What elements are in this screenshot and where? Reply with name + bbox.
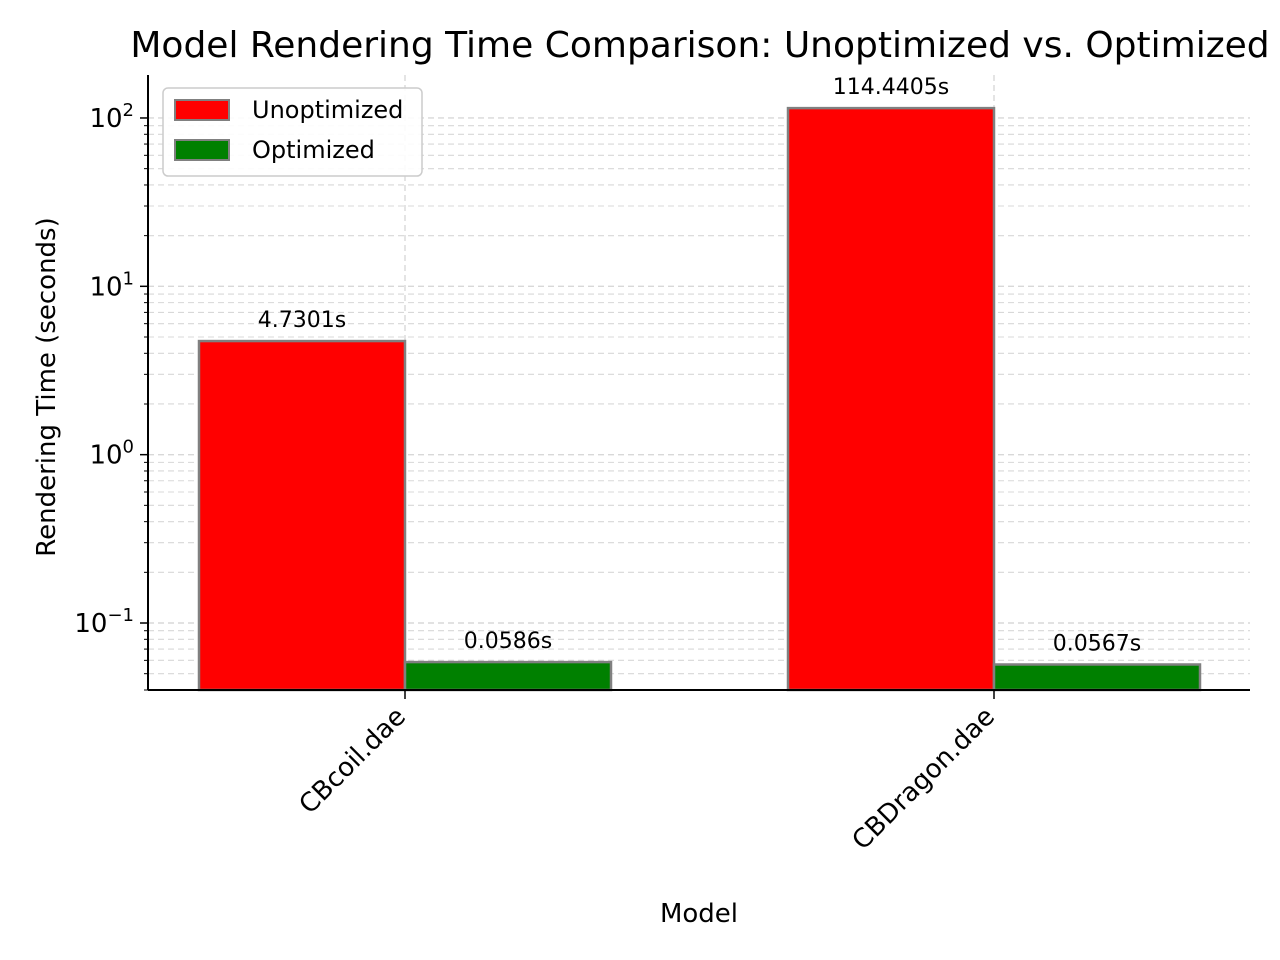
legend-label: Optimized — [252, 136, 375, 164]
x-axis-label: Model — [660, 899, 738, 929]
y-tick-label: 100 — [89, 437, 134, 471]
bar-optimized-2 — [992, 663, 1202, 692]
legend: Unoptimized Optimized — [162, 87, 423, 177]
bar-value-label: 4.7301s — [258, 308, 346, 333]
y-tick-label: 10−1 — [74, 605, 134, 639]
bar-value-label: 114.4405s — [833, 75, 949, 100]
x-ticks: CBcoil.dae CBDragon.dae — [294, 690, 1001, 856]
x-tick-label: CBcoil.dae — [294, 702, 412, 820]
y-axis-label: Rendering Time (seconds) — [32, 217, 62, 557]
y-tick-label: 102 — [89, 100, 134, 134]
x-tick-label: CBDragon.dae — [847, 702, 1001, 856]
y-tick-label: 101 — [89, 268, 134, 302]
legend-label: Unoptimized — [252, 96, 403, 124]
chart-title: Model Rendering Time Comparison: Unoptim… — [130, 25, 1269, 66]
bar-unoptimized-2 — [786, 106, 996, 692]
bars: 4.7301s 114.4405s 0.0586s 0.0567s — [197, 75, 1202, 692]
bar-optimized-1 — [403, 660, 613, 692]
bar-value-label: 0.0567s — [1053, 631, 1141, 656]
y-ticks: 10−1 100 101 102 — [74, 100, 148, 691]
axes — [147, 75, 1250, 691]
bar-unoptimized-1 — [197, 339, 407, 692]
legend-swatch-unoptimized — [174, 99, 230, 121]
bar-value-label: 0.0586s — [464, 629, 552, 654]
legend-swatch-optimized — [174, 139, 230, 161]
